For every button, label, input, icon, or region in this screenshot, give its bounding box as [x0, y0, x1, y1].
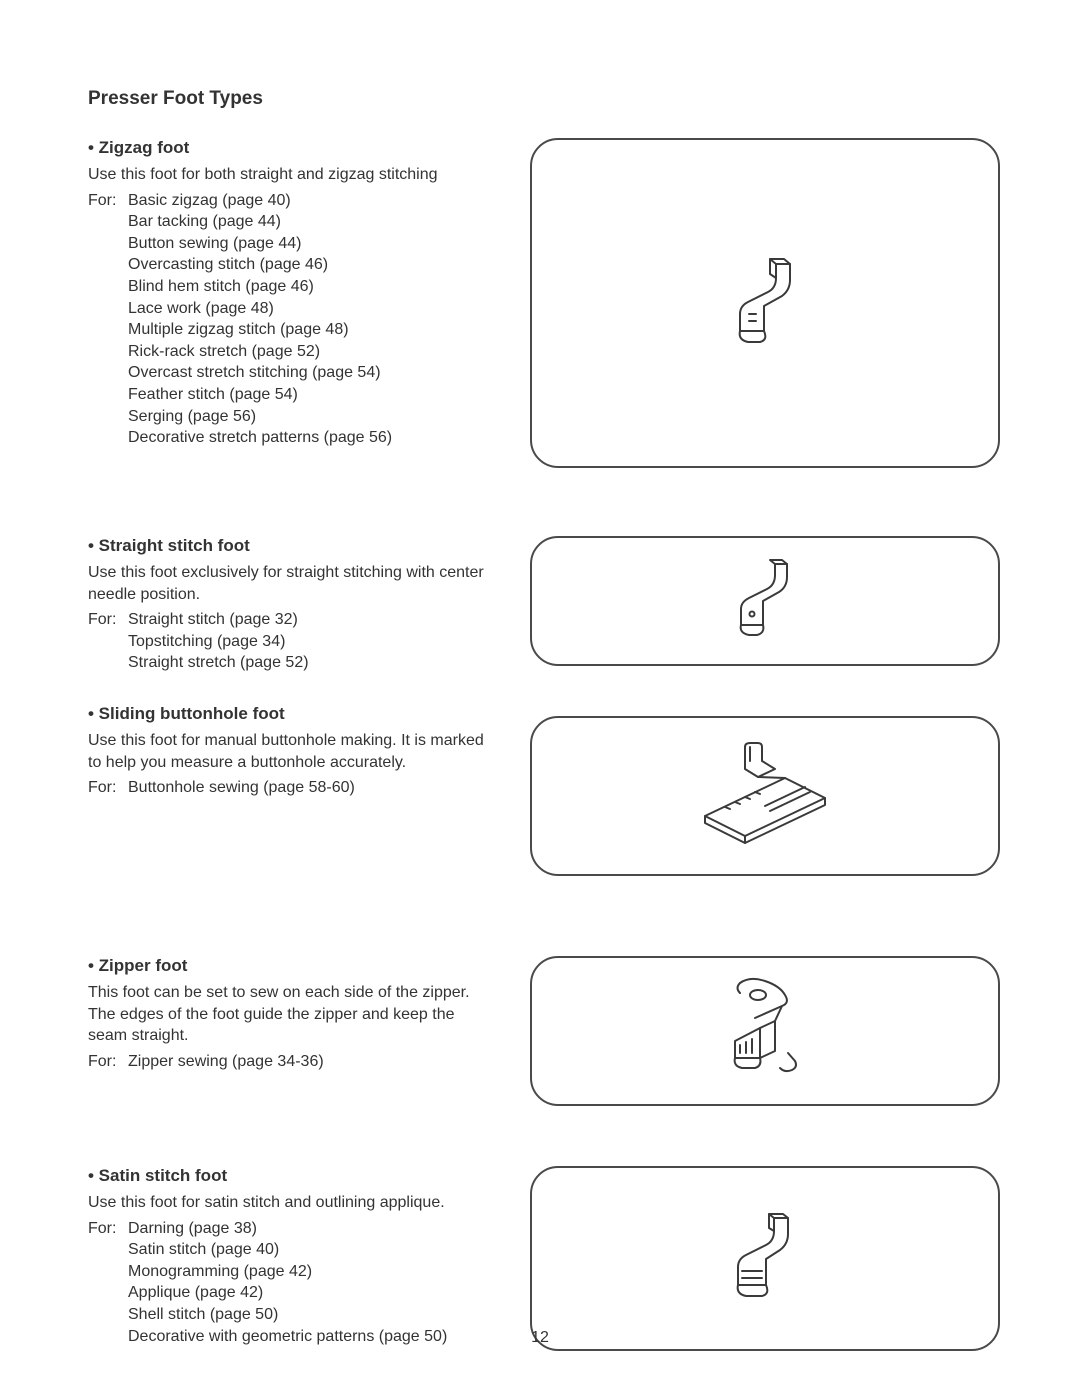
section-sliding: • Sliding buttonhole foot Use this foot … [88, 704, 1000, 876]
for-label: For: [88, 1051, 128, 1073]
list-item: Rick-rack stretch (page 52) [128, 341, 490, 363]
illustration-zipper-foot [530, 956, 1000, 1106]
list-item: Topstitching (page 34) [128, 631, 490, 653]
list-item: Decorative stretch patterns (page 56) [128, 427, 490, 449]
list-item: Feather stitch (page 54) [128, 384, 490, 406]
for-label: For: [88, 190, 128, 212]
for-line-zigzag: For: Basic zigzag (page 40) [88, 190, 490, 212]
intro-satin: Use this foot for satin stitch and outli… [88, 1192, 490, 1214]
satin-foot-icon [720, 1211, 810, 1306]
heading-straight: • Straight stitch foot [88, 536, 490, 556]
zigzag-foot-icon [720, 256, 810, 351]
heading-zipper: • Zipper foot [88, 956, 490, 976]
section-straight: • Straight stitch foot Use this foot exc… [88, 536, 1000, 674]
intro-zipper: This foot can be set to sew on each side… [88, 982, 490, 1047]
zipper-foot-icon [710, 973, 820, 1088]
list-item: Lace work (page 48) [128, 298, 490, 320]
heading-sliding: • Sliding buttonhole foot [88, 704, 490, 724]
list-item: Monogramming (page 42) [128, 1261, 490, 1283]
list-item: Overcast stretch stitching (page 54) [128, 362, 490, 384]
list-item: Blind hem stitch (page 46) [128, 276, 490, 298]
list-item: Shell stitch (page 50) [128, 1304, 490, 1326]
list-item: Button sewing (page 44) [128, 233, 490, 255]
list-item: Satin stitch (page 40) [128, 1239, 490, 1261]
heading-zigzag: • Zigzag foot [88, 138, 490, 158]
list-item: Applique (page 42) [128, 1282, 490, 1304]
section-zigzag: • Zigzag foot Use this foot for both str… [88, 138, 1000, 468]
list-item: Straight stretch (page 52) [128, 652, 490, 674]
illustration-zigzag-foot [530, 138, 1000, 468]
straight-foot-icon [725, 559, 805, 644]
first-use: Buttonhole sewing (page 58-60) [128, 777, 355, 799]
intro-sliding: Use this foot for manual buttonhole maki… [88, 730, 490, 773]
for-line-zipper: For: Zipper sewing (page 34-36) [88, 1051, 490, 1073]
for-line-sliding: For: Buttonhole sewing (page 58-60) [88, 777, 490, 799]
first-use: Zipper sewing (page 34-36) [128, 1051, 324, 1073]
intro-zigzag: Use this foot for both straight and zigz… [88, 164, 490, 186]
first-use: Basic zigzag (page 40) [128, 190, 291, 212]
for-line-straight: For: Straight stitch (page 32) [88, 609, 490, 631]
first-use: Straight stitch (page 32) [128, 609, 298, 631]
section-zipper: • Zipper foot This foot can be set to se… [88, 956, 1000, 1106]
first-use: Darning (page 38) [128, 1218, 257, 1240]
uses-list-zigzag: Bar tacking (page 44)Button sewing (page… [88, 211, 490, 449]
illustration-satin-foot [530, 1166, 1000, 1351]
section-satin: • Satin stitch foot Use this foot for sa… [88, 1166, 1000, 1351]
uses-list-straight: Topstitching (page 34)Straight stretch (… [88, 631, 490, 674]
list-item: Bar tacking (page 44) [128, 211, 490, 233]
sliding-buttonhole-foot-icon [690, 741, 840, 851]
heading-satin: • Satin stitch foot [88, 1166, 490, 1186]
page-title: Presser Foot Types [88, 88, 1000, 110]
page-number: 12 [0, 1329, 1080, 1347]
for-label: For: [88, 1218, 128, 1240]
intro-straight: Use this foot exclusively for straight s… [88, 562, 490, 605]
for-line-satin: For: Darning (page 38) [88, 1218, 490, 1240]
list-item: Serging (page 56) [128, 406, 490, 428]
illustration-straight-foot [530, 536, 1000, 666]
list-item: Overcasting stitch (page 46) [128, 254, 490, 276]
for-label: For: [88, 777, 128, 799]
illustration-sliding-foot [530, 716, 1000, 876]
for-label: For: [88, 609, 128, 631]
list-item: Multiple zigzag stitch (page 48) [128, 319, 490, 341]
